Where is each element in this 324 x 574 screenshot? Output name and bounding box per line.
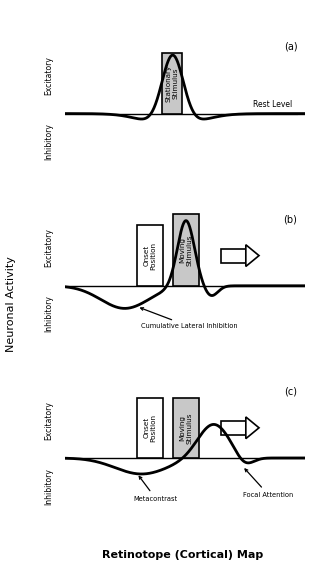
Text: Cumulative Lateral Inhibition: Cumulative Lateral Inhibition (141, 308, 238, 329)
Text: Excitatory: Excitatory (44, 228, 53, 267)
Bar (221, 421, 246, 435)
Text: Rest Level: Rest Level (253, 100, 293, 109)
Polygon shape (246, 245, 259, 266)
Text: (b): (b) (284, 214, 297, 224)
Text: Retinotope (Cortical) Map: Retinotope (Cortical) Map (102, 550, 264, 560)
Text: Inhibitory: Inhibitory (44, 296, 53, 332)
Bar (162, 53, 182, 114)
Text: Excitatory: Excitatory (44, 56, 53, 95)
Text: Neuronal Activity: Neuronal Activity (6, 256, 16, 352)
Text: Moving
Stimulus: Moving Stimulus (179, 234, 192, 266)
Bar (221, 249, 246, 263)
Text: Inhibitory: Inhibitory (44, 468, 53, 505)
Text: (a): (a) (284, 42, 297, 52)
Text: (c): (c) (284, 386, 297, 396)
Bar (137, 398, 163, 458)
Bar (173, 398, 199, 458)
Text: Inhibitory: Inhibitory (44, 123, 53, 160)
Bar (173, 214, 199, 286)
Text: Excitatory: Excitatory (44, 401, 53, 440)
Text: Focal Attention: Focal Attention (243, 469, 294, 498)
Text: Moving
Stimulus: Moving Stimulus (179, 412, 192, 444)
Text: Onset
Position: Onset Position (144, 242, 156, 270)
Text: Onset
Position: Onset Position (144, 414, 156, 442)
Polygon shape (246, 417, 259, 439)
Text: Metacontrast: Metacontrast (134, 476, 178, 502)
Text: Stationary
Stimulus: Stationary Stimulus (166, 65, 179, 102)
Bar (137, 226, 163, 286)
